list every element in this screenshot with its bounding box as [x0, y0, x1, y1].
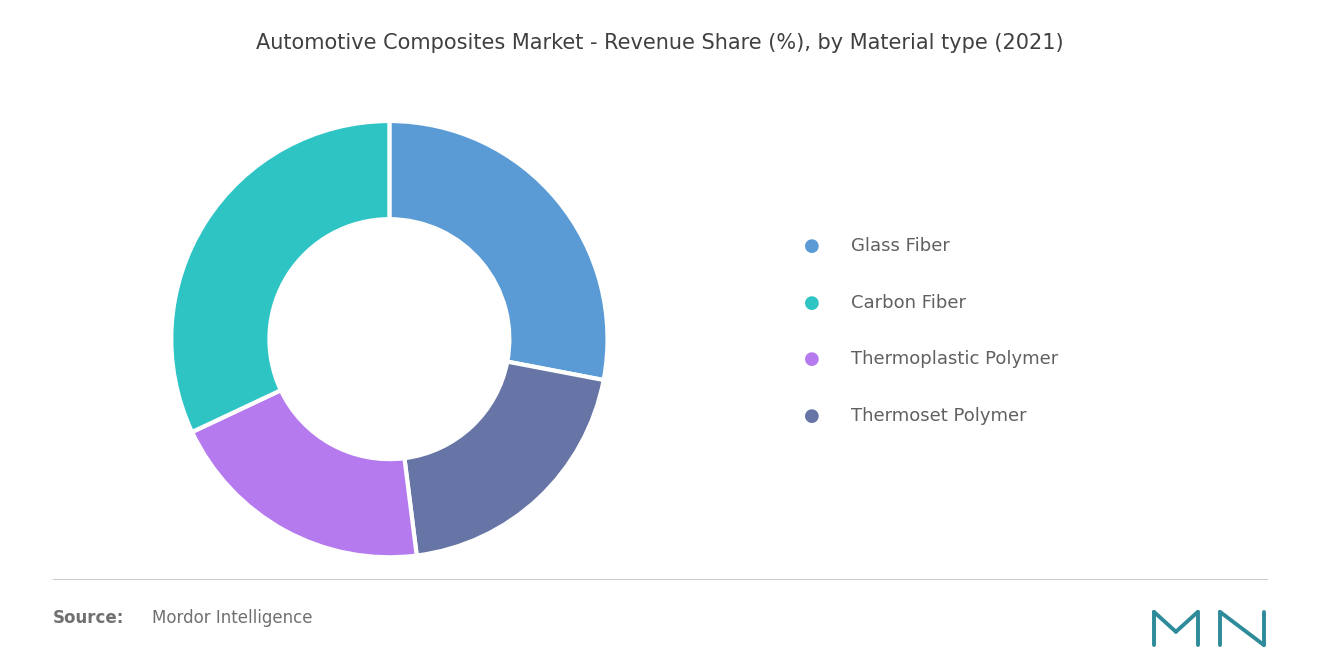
Text: ●: ● [804, 406, 820, 425]
Wedge shape [191, 390, 417, 557]
Text: Glass Fiber: Glass Fiber [851, 237, 950, 255]
Wedge shape [172, 121, 389, 432]
Text: Carbon Fiber: Carbon Fiber [851, 293, 966, 312]
Wedge shape [404, 362, 603, 555]
Text: ●: ● [804, 237, 820, 255]
Text: ●: ● [804, 293, 820, 312]
Wedge shape [389, 121, 607, 380]
Text: Source:: Source: [53, 609, 124, 628]
Text: Thermoset Polymer: Thermoset Polymer [851, 406, 1027, 425]
Text: Mordor Intelligence: Mordor Intelligence [152, 609, 313, 628]
Text: Thermoplastic Polymer: Thermoplastic Polymer [851, 350, 1059, 368]
Text: ●: ● [804, 350, 820, 368]
Text: Automotive Composites Market - Revenue Share (%), by Material type (2021): Automotive Composites Market - Revenue S… [256, 33, 1064, 53]
